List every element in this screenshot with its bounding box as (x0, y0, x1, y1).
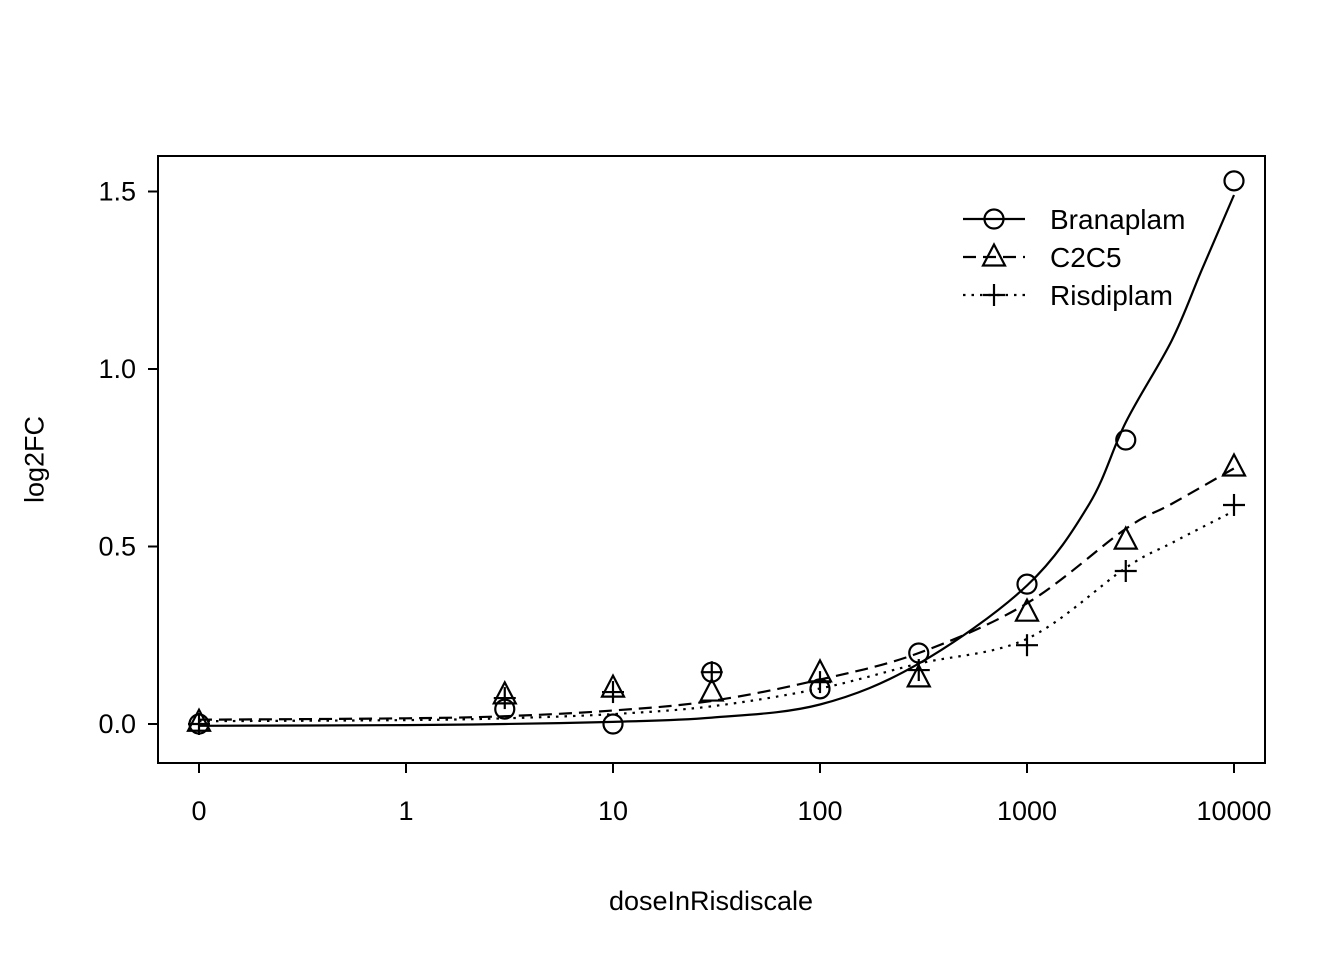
x-axis-tick-label: 1 (398, 796, 413, 826)
x-axis-title: doseInRisdiscale (0, 886, 1344, 917)
point-c2c5-dose-10000 (1221, 452, 1247, 477)
y-axis-tick-label: 1.0 (98, 354, 136, 384)
y-axis-tick-label: 0.0 (98, 709, 136, 739)
legend-label-branaplam: Branaplam (1050, 204, 1185, 235)
x-axis-tick-label: 1000 (997, 796, 1057, 826)
x-axis-title-text: doseInRisdiscale (608, 886, 814, 916)
legend-label-c2c5: C2C5 (1050, 242, 1122, 273)
legend-triangle-icon (981, 242, 1007, 267)
point-c2c5-dose-30 (698, 677, 725, 702)
fit-curve-branaplam (198, 194, 1236, 727)
y-axis-tick-label: 0.5 (98, 532, 136, 562)
fit-curve-risdiplam (198, 510, 1235, 723)
point-c2c5-dose-3000 (1112, 525, 1139, 550)
x-axis-tick-label: 10 (598, 796, 628, 826)
point-branaplam-dose-3000 (1115, 429, 1137, 451)
y-axis-title-text: log2FC (19, 415, 50, 504)
point-c2c5-dose-300 (905, 662, 932, 688)
point-branaplam-dose-1000 (1016, 573, 1038, 595)
x-axis-tick-label: 0 (191, 796, 206, 826)
plot-box (157, 155, 1266, 764)
legend-label-risdiplam: Risdiplam (1050, 280, 1173, 311)
y-axis-tick-label: 1.5 (98, 177, 136, 207)
legend-circle-icon (983, 208, 1005, 230)
y-axis-title: log2FC (20, 232, 51, 688)
fit-curve-c2c5 (198, 467, 1235, 721)
x-axis-tick-label: 10000 (1196, 796, 1271, 826)
x-axis-tick-label: 100 (797, 796, 842, 826)
point-branaplam-dose-10000 (1223, 170, 1245, 192)
point-branaplam-dose-10 (602, 713, 624, 735)
point-c2c5-dose-1000 (1014, 597, 1040, 622)
